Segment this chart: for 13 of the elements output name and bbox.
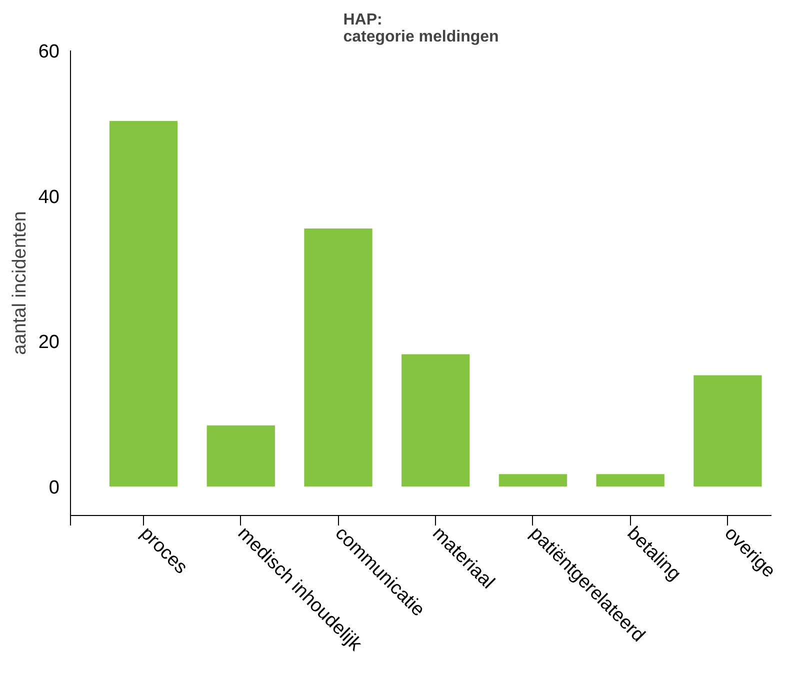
bar: [304, 228, 372, 486]
bar: [402, 354, 470, 486]
bar: [498, 474, 568, 486]
y-tick-label: 0: [48, 477, 60, 498]
y-tick-label: 60: [38, 42, 60, 62]
y-axis-title: aantal incidenten: [9, 211, 30, 355]
bar: [109, 120, 178, 486]
y-tick-label: 40: [38, 186, 60, 208]
y-tick-label: 20: [38, 332, 60, 354]
bar: [694, 375, 762, 486]
chart-title: HAP: categorie meldingen: [343, 12, 499, 46]
bar: [596, 474, 664, 486]
bar: [206, 425, 275, 486]
